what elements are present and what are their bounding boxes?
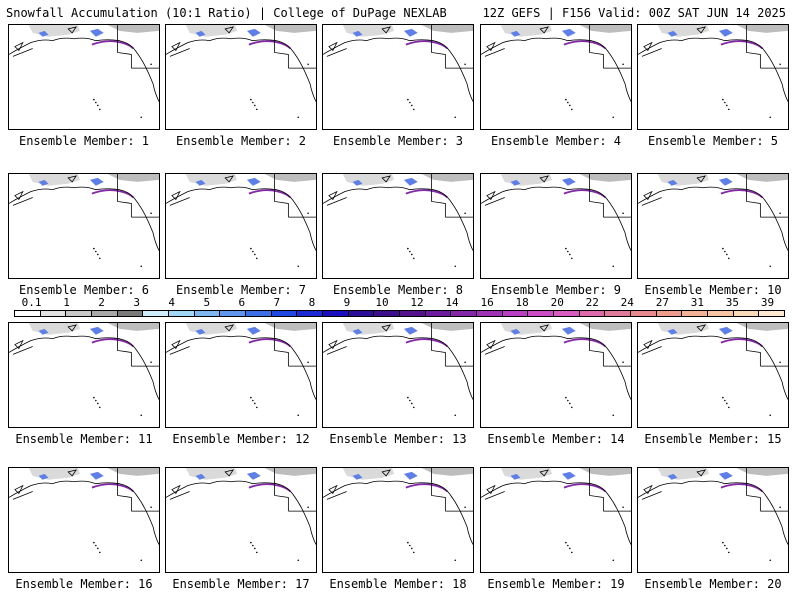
ensemble-member-label: Ensemble Member: 17 xyxy=(172,577,310,591)
colorbar-tick-label: 27 xyxy=(655,296,669,309)
ensemble-member-map xyxy=(322,173,474,279)
ensemble-member-label: Ensemble Member: 5 xyxy=(647,134,779,148)
colorbar-swatch xyxy=(194,311,221,316)
ensemble-member-label: Ensemble Member: 6 xyxy=(18,283,150,297)
colorbar-tick-label: 20 xyxy=(550,296,564,309)
colorbar-swatch xyxy=(733,311,760,316)
colorbar-tick-label: 5 xyxy=(203,296,211,309)
ensemble-member-map xyxy=(165,24,317,130)
ensemble-member-map xyxy=(637,173,789,279)
colorbar-swatch xyxy=(425,311,452,316)
colorbar-swatch xyxy=(656,311,683,316)
colorbar-swatch xyxy=(554,311,580,316)
colorbar-swatch xyxy=(40,311,67,316)
ensemble-member-label: Ensemble Member: 10 xyxy=(644,283,782,297)
colorbar-tick-label: 6 xyxy=(238,296,246,309)
ensemble-member-label: Ensemble Member: 11 xyxy=(15,432,153,446)
ensemble-member-label: Ensemble Member: 8 xyxy=(332,283,464,297)
colorbar-tick-label: 8 xyxy=(308,296,316,309)
colorbar-swatch xyxy=(220,311,247,316)
ensemble-member-map xyxy=(8,173,160,279)
colorbar-swatch xyxy=(297,311,324,316)
ensemble-member-label: Ensemble Member: 15 xyxy=(644,432,782,446)
ensemble-member-map xyxy=(165,322,317,428)
ensemble-member-label: Ensemble Member: 20 xyxy=(644,577,782,591)
ensemble-member-label: Ensemble Member: 18 xyxy=(329,577,467,591)
ensemble-member-map xyxy=(637,467,789,573)
ensemble-member-map xyxy=(8,24,160,130)
ensemble-member-map xyxy=(322,24,474,130)
ensemble-member-map xyxy=(480,173,632,279)
colorbar-swatch xyxy=(348,311,375,316)
ensemble-member-map xyxy=(8,322,160,428)
ensemble-member-map xyxy=(480,467,632,573)
colorbar-tick-label: 35 xyxy=(725,296,740,309)
colorbar-tick-label: 24 xyxy=(620,296,634,309)
colorbar-swatch xyxy=(528,311,555,316)
colorbar-swatch xyxy=(271,311,298,316)
ensemble-member-label: Ensemble Member: 19 xyxy=(487,577,625,591)
colorbar-swatch xyxy=(759,311,785,316)
ensemble-member-label: Ensemble Member: 9 xyxy=(490,283,622,297)
colorbar-swatch xyxy=(66,311,93,316)
colorbar-swatch xyxy=(143,311,170,316)
colorbar-swatch xyxy=(323,311,349,316)
ensemble-member-map xyxy=(8,467,160,573)
colorbar-swatch xyxy=(579,311,606,316)
ensemble-member-map xyxy=(165,173,317,279)
colorbar-tick-label: 0.1 xyxy=(21,296,42,309)
ensemble-member-label: Ensemble Member: 7 xyxy=(175,283,307,297)
run-info: 12Z GEFS | F156 Valid: 00Z SAT JUN 14 20… xyxy=(482,6,786,20)
colorbar-tick-label: 12 xyxy=(410,296,424,309)
colorbar-swatch xyxy=(400,311,426,316)
colorbar-tick-label: 31 xyxy=(690,296,704,309)
ensemble-member-label: Ensemble Member: 12 xyxy=(172,432,310,446)
ensemble-member-label: Ensemble Member: 3 xyxy=(332,134,464,148)
colorbar-tick-label: 14 xyxy=(445,296,459,309)
ensemble-member-label: Ensemble Member: 4 xyxy=(490,134,622,148)
colorbar-swatch xyxy=(117,311,144,316)
colorbar-swatch xyxy=(631,311,657,316)
colorbar xyxy=(14,310,785,317)
ensemble-member-map xyxy=(322,467,474,573)
colorbar-tick-label: 1 xyxy=(63,296,70,309)
colorbar-swatch xyxy=(15,311,41,316)
ensemble-member-label: Ensemble Member: 1 xyxy=(18,134,150,148)
colorbar-swatch xyxy=(708,311,734,316)
colorbar-tick-label: 39 xyxy=(760,296,775,309)
ensemble-member-map xyxy=(637,24,789,130)
chart-title: Snowfall Accumulation (10:1 Ratio) | Col… xyxy=(6,6,447,20)
ensemble-member-label: Ensemble Member: 14 xyxy=(487,432,625,446)
ensemble-member-map xyxy=(480,24,632,130)
ensemble-member-map xyxy=(165,467,317,573)
colorbar-tick-label: 9 xyxy=(343,296,351,309)
colorbar-swatch xyxy=(605,311,632,316)
colorbar-swatch xyxy=(92,311,118,316)
colorbar-swatch xyxy=(451,311,478,316)
colorbar-tick-label: 4 xyxy=(168,296,176,309)
colorbar-swatch xyxy=(374,311,401,316)
colorbar-tick-label: 7 xyxy=(273,296,281,309)
colorbar-swatch xyxy=(682,311,709,316)
ensemble-member-label: Ensemble Member: 16 xyxy=(15,577,153,591)
ensemble-member-map xyxy=(480,322,632,428)
colorbar-tick-label: 18 xyxy=(515,296,529,309)
colorbar-tick-label: 22 xyxy=(585,296,599,309)
colorbar-swatch xyxy=(502,311,529,316)
colorbar-tick-label: 10 xyxy=(375,296,389,309)
ensemble-member-label: Ensemble Member: 2 xyxy=(175,134,307,148)
colorbar-swatch xyxy=(169,311,195,316)
colorbar-labels: 0.1 1 2 3 4 5 6 7 8 9 10 12 14 16 18 20 22 24 27 31 35 39 xyxy=(14,296,785,309)
colorbar-swatch xyxy=(477,311,503,316)
colorbar-tick-label: 3 xyxy=(133,296,140,309)
colorbar-tick-label: 2 xyxy=(98,296,105,309)
colorbar-tick-label: 16 xyxy=(480,296,494,309)
colorbar-swatch xyxy=(246,311,272,316)
ensemble-member-map xyxy=(322,322,474,428)
ensemble-member-label: Ensemble Member: 13 xyxy=(329,432,467,446)
ensemble-member-map xyxy=(637,322,789,428)
